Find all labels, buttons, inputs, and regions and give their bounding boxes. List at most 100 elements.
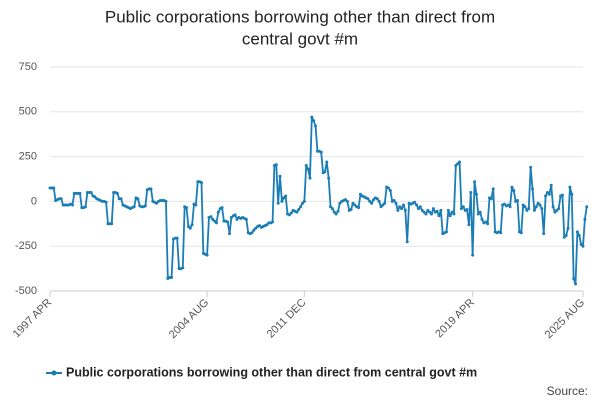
- data-point: [209, 215, 213, 219]
- data-point: [534, 205, 538, 209]
- data-point: [422, 210, 426, 214]
- data-point: [327, 176, 331, 180]
- data-point: [471, 253, 475, 257]
- data-point: [78, 191, 82, 195]
- data-point: [119, 197, 123, 201]
- data-point: [574, 282, 578, 286]
- data-point: [332, 210, 336, 214]
- data-point: [325, 160, 329, 164]
- data-point: [300, 201, 304, 205]
- data-point: [84, 205, 88, 209]
- data-point: [170, 276, 174, 280]
- data-point: [164, 199, 168, 203]
- data-point: [474, 192, 478, 196]
- data-point: [540, 207, 544, 211]
- data-point: [458, 160, 462, 164]
- data-point: [278, 174, 282, 178]
- legend-label: Public corporations borrowing other than…: [66, 365, 477, 379]
- data-point: [547, 192, 551, 196]
- data-point: [299, 205, 303, 209]
- data-point: [420, 208, 424, 212]
- data-point: [185, 206, 189, 210]
- data-point: [521, 203, 525, 207]
- data-point: [304, 164, 308, 168]
- data-point: [306, 167, 310, 171]
- y-tick-label: -250: [15, 240, 37, 252]
- data-point: [205, 253, 209, 257]
- data-point: [401, 203, 405, 207]
- data-point: [308, 176, 312, 180]
- data-point: [387, 186, 391, 190]
- data-point: [190, 223, 194, 227]
- data-point: [413, 200, 417, 204]
- y-tick-label: 250: [19, 151, 37, 163]
- data-point: [366, 197, 370, 201]
- data-point: [564, 233, 568, 237]
- data-point: [416, 207, 420, 211]
- data-point: [349, 207, 353, 211]
- y-tick-label: 750: [19, 61, 37, 73]
- data-point: [430, 212, 434, 216]
- data-point: [104, 200, 108, 204]
- data-point: [310, 115, 314, 119]
- legend-marker: [51, 370, 57, 376]
- data-point: [235, 217, 239, 221]
- data-point: [228, 232, 232, 236]
- data-point: [93, 195, 97, 199]
- data-point: [459, 207, 463, 211]
- data-point: [396, 208, 400, 212]
- data-point: [368, 199, 372, 203]
- data-point: [383, 201, 387, 205]
- data-point: [426, 208, 430, 212]
- data-point: [570, 192, 574, 196]
- data-point: [557, 207, 561, 211]
- data-point: [454, 164, 458, 168]
- data-point: [579, 242, 583, 246]
- data-point: [510, 185, 514, 189]
- data-point: [437, 214, 441, 218]
- data-point: [544, 194, 548, 198]
- data-point: [566, 226, 570, 230]
- data-point: [512, 189, 516, 193]
- data-point: [499, 231, 503, 235]
- data-point: [435, 209, 439, 213]
- data-point: [400, 207, 404, 211]
- data-point: [381, 203, 385, 207]
- data-point: [297, 207, 301, 211]
- data-point: [295, 210, 299, 214]
- data-point: [334, 212, 338, 216]
- data-point: [555, 208, 559, 212]
- data-point: [329, 205, 333, 209]
- data-point: [418, 205, 422, 209]
- source: Source:: [547, 384, 588, 398]
- data-point: [553, 210, 557, 214]
- data-point: [450, 210, 454, 214]
- data-point: [132, 205, 136, 209]
- data-point: [338, 201, 342, 205]
- data-point: [143, 204, 147, 208]
- data-point: [213, 219, 217, 223]
- data-point: [265, 223, 269, 227]
- data-point: [568, 185, 572, 189]
- data-point: [560, 193, 564, 197]
- data-point: [175, 236, 179, 240]
- data-point: [516, 199, 520, 203]
- data-point: [476, 212, 480, 216]
- x-tick-label: 2025 AUG: [543, 297, 587, 341]
- chart-title: central govt #m: [242, 29, 358, 48]
- data-point: [508, 205, 512, 209]
- data-point: [484, 220, 488, 224]
- data-point: [379, 205, 383, 209]
- data-point: [336, 209, 340, 213]
- data-point: [302, 199, 306, 203]
- data-point: [446, 208, 450, 212]
- data-point: [538, 203, 542, 207]
- data-point: [252, 228, 256, 232]
- data-point: [448, 214, 452, 218]
- x-tick-label: 1997 APR: [11, 297, 55, 341]
- data-point: [312, 119, 316, 123]
- data-point: [469, 190, 473, 194]
- data-point: [394, 201, 398, 205]
- data-point: [216, 210, 220, 214]
- data-point: [575, 230, 579, 234]
